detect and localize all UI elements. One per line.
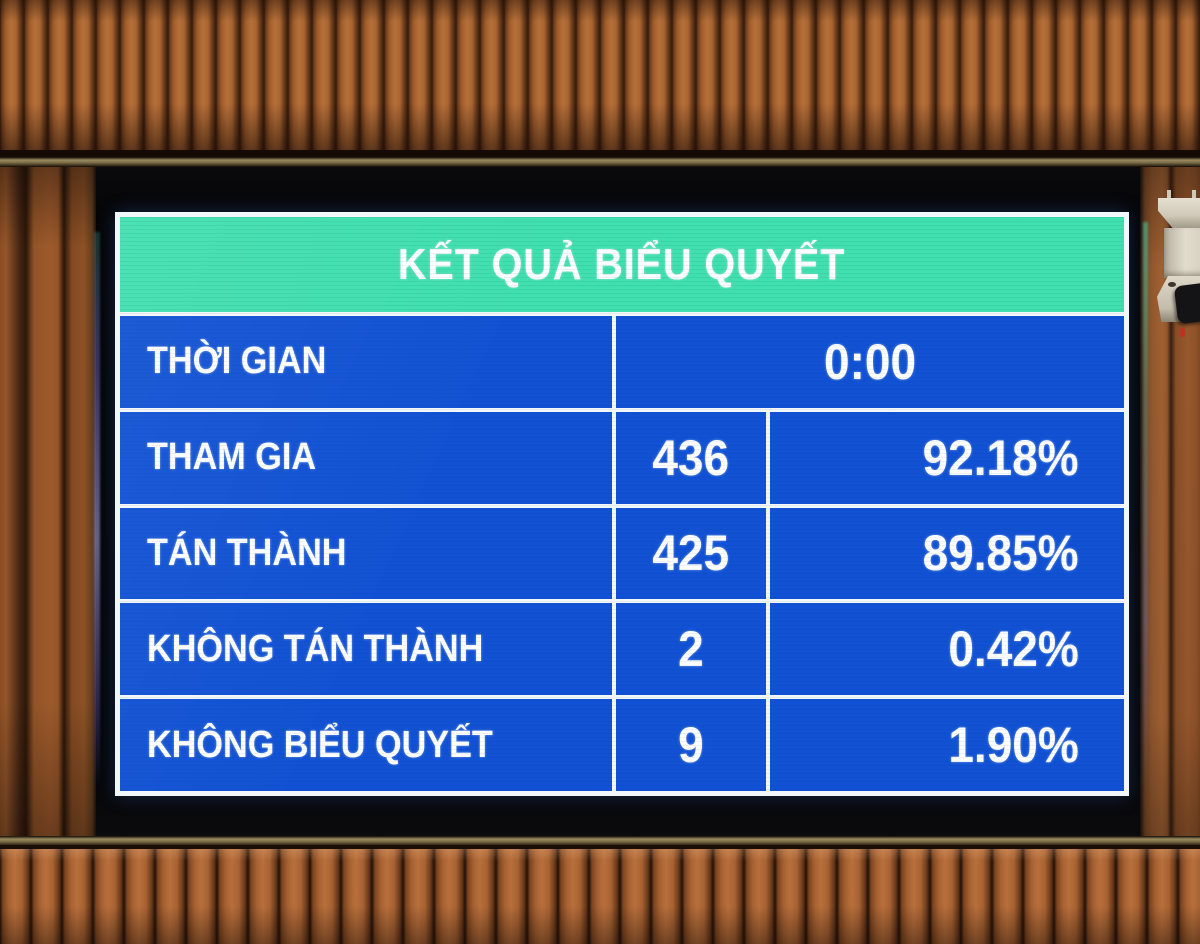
row-count: 9 (678, 717, 704, 774)
row-count: 436 (652, 429, 730, 486)
table-row-participated: THAM GIA 436 92.18% (120, 411, 1124, 504)
row-percent-cell: 1.90% (770, 699, 1124, 791)
table-row-abstain: KHÔNG BIỂU QUYẾT 9 1.90% (120, 699, 1124, 791)
row-percent-cell: 89.85% (770, 507, 1124, 600)
row-percent-cell: 0.42% (770, 603, 1124, 696)
table-row-time: THỜI GIAN 0:00 (120, 316, 1124, 408)
camera-screw (1168, 282, 1176, 287)
row-label: THAM GIA (147, 436, 317, 479)
row-count: 425 (652, 525, 730, 582)
row-percent: 0.42% (948, 621, 1079, 678)
camera-mount-pin (1167, 190, 1171, 200)
row-label-cell: THAM GIA (120, 411, 612, 504)
security-camera (1156, 190, 1200, 337)
board-title: KẾT QUẢ BIỂU QUYẾT (120, 217, 1124, 312)
time-label: THỜI GIAN (147, 340, 327, 383)
row-percent: 1.90% (948, 717, 1079, 774)
time-value: 0:00 (823, 333, 917, 390)
camera-lens (1173, 281, 1200, 325)
row-label-cell: TÁN THÀNH (120, 507, 612, 600)
table-row-approve: TÁN THÀNH 425 89.85% (120, 507, 1124, 600)
vote-results-screen: KẾT QUẢ BIỂU QUYẾT THỜI GIAN 0:00 THAM G… (115, 212, 1129, 796)
screen-reflection-right (1143, 222, 1148, 794)
row-percent: 89.85% (922, 525, 1079, 582)
row-label-cell: KHÔNG BIỂU QUYẾT (120, 699, 612, 791)
camera-body (1164, 228, 1200, 278)
row-count-cell: 425 (616, 507, 766, 600)
row-percent: 92.18% (922, 429, 1079, 486)
camera-led (1180, 328, 1185, 337)
screen-reflection-left (94, 232, 100, 790)
time-value-cell: 0:00 (616, 316, 1124, 408)
row-label-cell: KHÔNG TÁN THÀNH (120, 603, 612, 696)
row-count-cell: 436 (616, 411, 766, 504)
wall-seam-bottom (0, 845, 1200, 851)
row-percent-cell: 92.18% (770, 411, 1124, 504)
row-count: 2 (678, 621, 704, 678)
row-count-cell: 2 (616, 603, 766, 696)
vote-results-table: KẾT QUẢ BIỂU QUYẾT THỜI GIAN 0:00 THAM G… (120, 217, 1124, 791)
wood-slat-wall-bottom (0, 849, 1200, 944)
row-label: KHÔNG BIỂU QUYẾT (147, 723, 493, 766)
row-label: TÁN THÀNH (147, 531, 347, 574)
wood-slat-wall-top (0, 0, 1200, 152)
camera-mount-bracket (1158, 198, 1200, 230)
time-label-cell: THỜI GIAN (120, 316, 612, 408)
wall-seam-top (0, 150, 1200, 158)
board-title-text: KẾT QUẢ BIỂU QUYẾT (398, 239, 846, 289)
table-row-disapprove: KHÔNG TÁN THÀNH 2 0.42% (120, 603, 1124, 696)
wood-slat-wall-left (0, 166, 96, 836)
camera-mount-pin (1192, 190, 1196, 200)
brass-rail-bottom (0, 836, 1200, 846)
brass-rail-top (0, 157, 1200, 167)
row-label: KHÔNG TÁN THÀNH (147, 627, 484, 670)
row-count-cell: 9 (616, 699, 766, 791)
